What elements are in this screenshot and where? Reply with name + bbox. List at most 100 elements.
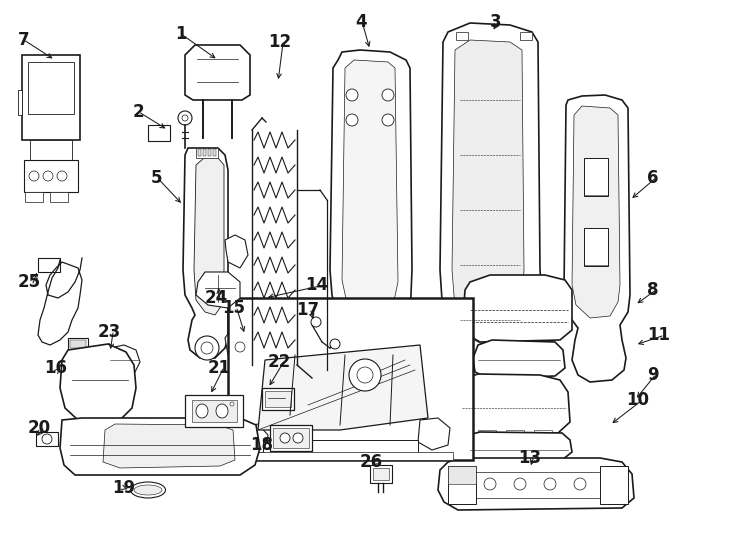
Bar <box>584 228 608 266</box>
Bar <box>25 192 43 202</box>
Polygon shape <box>503 388 520 408</box>
Circle shape <box>484 478 496 490</box>
Bar <box>600 466 628 504</box>
Bar <box>448 466 476 504</box>
Ellipse shape <box>134 485 162 495</box>
Circle shape <box>357 367 373 383</box>
Bar <box>262 388 294 410</box>
Polygon shape <box>463 275 572 342</box>
Polygon shape <box>30 140 72 160</box>
Ellipse shape <box>196 404 208 418</box>
Bar <box>456 32 468 40</box>
Circle shape <box>330 339 340 349</box>
Polygon shape <box>346 310 398 372</box>
Text: 8: 8 <box>647 281 658 299</box>
Text: 1: 1 <box>175 25 186 43</box>
Circle shape <box>280 433 290 443</box>
Circle shape <box>382 89 394 101</box>
Text: 12: 12 <box>268 33 291 51</box>
Bar <box>448 466 476 484</box>
Bar <box>68 338 88 350</box>
Circle shape <box>43 171 53 181</box>
Bar <box>203 149 206 156</box>
Bar <box>185 395 243 427</box>
Circle shape <box>293 433 303 443</box>
Circle shape <box>349 359 381 391</box>
Circle shape <box>182 115 188 121</box>
Text: 7: 7 <box>18 31 29 49</box>
Bar <box>263 440 418 454</box>
Circle shape <box>514 478 526 490</box>
Polygon shape <box>418 418 450 450</box>
Text: 15: 15 <box>222 299 245 317</box>
Bar <box>265 391 291 407</box>
Text: 21: 21 <box>208 359 231 377</box>
Polygon shape <box>438 458 634 510</box>
Circle shape <box>346 114 358 126</box>
Bar <box>50 192 68 202</box>
Circle shape <box>195 336 219 360</box>
Polygon shape <box>225 325 258 362</box>
Circle shape <box>178 111 192 125</box>
Polygon shape <box>473 340 565 378</box>
Polygon shape <box>460 432 572 462</box>
Text: 22: 22 <box>268 353 291 371</box>
Bar <box>198 149 201 156</box>
Text: 13: 13 <box>518 449 541 467</box>
Circle shape <box>230 402 234 406</box>
Text: 2: 2 <box>133 103 145 121</box>
Bar <box>228 298 473 460</box>
Polygon shape <box>60 344 136 425</box>
Bar <box>584 158 608 196</box>
Polygon shape <box>462 388 480 408</box>
Circle shape <box>201 342 213 354</box>
Text: 25: 25 <box>18 273 41 291</box>
Text: 9: 9 <box>647 366 658 384</box>
Bar <box>534 430 552 438</box>
Bar <box>370 465 392 483</box>
Text: 17: 17 <box>296 301 319 319</box>
Circle shape <box>544 478 556 490</box>
Bar <box>70 340 86 348</box>
Polygon shape <box>225 235 248 268</box>
Circle shape <box>574 478 586 490</box>
Bar <box>248 452 453 460</box>
Bar <box>208 149 211 156</box>
Bar <box>270 425 312 451</box>
Text: 24: 24 <box>205 289 228 307</box>
Text: 14: 14 <box>305 276 328 294</box>
Polygon shape <box>183 148 228 358</box>
Text: 19: 19 <box>112 479 135 497</box>
Bar <box>273 428 309 448</box>
Circle shape <box>346 89 358 101</box>
Circle shape <box>42 434 52 444</box>
Circle shape <box>311 317 321 327</box>
Bar <box>506 430 524 438</box>
Circle shape <box>29 171 39 181</box>
Text: 4: 4 <box>355 13 366 31</box>
Bar <box>238 430 256 450</box>
Text: 10: 10 <box>626 391 649 409</box>
Polygon shape <box>342 60 398 318</box>
Circle shape <box>57 171 67 181</box>
Bar <box>38 258 60 272</box>
Text: 18: 18 <box>250 436 273 454</box>
Bar <box>36 432 58 446</box>
Polygon shape <box>194 158 224 315</box>
Circle shape <box>382 114 394 126</box>
Text: 23: 23 <box>98 323 121 341</box>
Text: 3: 3 <box>490 13 501 31</box>
Text: 26: 26 <box>360 453 383 471</box>
Polygon shape <box>452 40 524 348</box>
Bar <box>148 125 170 141</box>
Bar <box>192 400 237 422</box>
Polygon shape <box>440 23 542 400</box>
Polygon shape <box>258 345 428 430</box>
Polygon shape <box>103 424 235 468</box>
Polygon shape <box>330 50 412 378</box>
Text: 20: 20 <box>28 419 51 437</box>
Circle shape <box>235 342 245 352</box>
Text: 6: 6 <box>647 169 658 187</box>
Bar <box>196 148 218 158</box>
Polygon shape <box>60 418 260 475</box>
